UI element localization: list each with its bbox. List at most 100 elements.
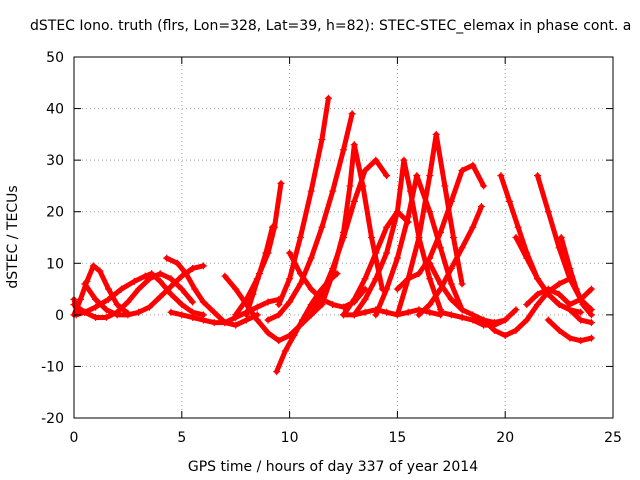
data-point	[296, 234, 304, 241]
data-point	[232, 285, 240, 293]
data-point	[383, 285, 391, 293]
data-point	[437, 228, 445, 236]
data-point	[268, 223, 276, 231]
data-point	[447, 197, 455, 205]
track-band	[351, 157, 444, 318]
data-point	[307, 311, 315, 319]
data-point	[275, 301, 283, 309]
satellite-track	[544, 316, 595, 345]
data-point	[512, 326, 520, 334]
data-point	[577, 337, 585, 345]
data-point	[437, 244, 445, 252]
data-point	[469, 316, 477, 324]
grid	[74, 57, 613, 418]
data-point	[191, 285, 199, 293]
data-point	[286, 249, 294, 257]
data-point	[361, 166, 369, 174]
data-point	[102, 306, 110, 314]
data-point	[290, 331, 298, 339]
data-point	[124, 311, 132, 319]
data-point	[167, 282, 175, 290]
data-point	[477, 203, 485, 211]
data-point	[458, 166, 466, 174]
data-point	[104, 285, 112, 293]
data-point	[340, 146, 347, 154]
data-point	[523, 254, 531, 262]
data-point	[447, 311, 455, 319]
data-point	[458, 313, 466, 321]
y-tick-label: 40	[46, 102, 64, 118]
data-point	[447, 264, 455, 272]
data-point	[426, 259, 434, 267]
data-point	[232, 321, 240, 329]
data-point	[544, 316, 552, 324]
satellite-track	[557, 234, 595, 319]
data-point	[275, 337, 283, 345]
data-point	[404, 308, 412, 316]
satellite-track	[264, 110, 356, 324]
y-tick-label: 10	[46, 256, 64, 272]
data-point	[534, 290, 542, 298]
data-point	[318, 301, 326, 309]
data-point	[340, 303, 347, 311]
data-point	[566, 334, 574, 342]
data-point	[275, 311, 283, 319]
data-point	[189, 264, 197, 272]
data-point	[447, 280, 455, 288]
data-point	[480, 316, 488, 324]
x-tick-label: 20	[496, 430, 514, 446]
data-point	[318, 223, 326, 231]
satellite-track	[167, 295, 283, 327]
data-point	[117, 285, 125, 293]
data-point	[587, 334, 595, 342]
data-point	[329, 301, 337, 309]
x-tick-label: 15	[388, 430, 406, 446]
data-point	[544, 208, 552, 216]
data-point	[497, 172, 505, 180]
data-point	[273, 368, 281, 376]
data-point	[512, 234, 520, 241]
data-point	[199, 262, 207, 270]
data-point	[501, 331, 509, 339]
data-point	[167, 290, 175, 298]
data-point	[242, 311, 250, 319]
data-point	[81, 280, 89, 288]
data-point	[523, 301, 531, 309]
chart-title: dSTEC Iono. truth (flrs, Lon=328, Lat=39…	[30, 18, 631, 34]
data-point	[163, 254, 171, 262]
x-axis-label: GPS time / hours of day 337 of year 2014	[188, 459, 478, 475]
data-point	[501, 316, 509, 324]
data-point	[426, 172, 434, 180]
data-point	[178, 311, 186, 319]
data-point	[415, 311, 423, 319]
data-layer	[70, 94, 595, 376]
x-tick-label: 25	[604, 430, 622, 446]
data-point	[221, 272, 229, 280]
data-point	[135, 285, 143, 293]
data-point	[404, 275, 412, 283]
data-point	[156, 293, 164, 301]
data-point	[76, 295, 84, 303]
data-point	[264, 316, 272, 324]
data-point	[221, 319, 229, 327]
track-band	[71, 271, 196, 320]
data-point	[350, 311, 358, 319]
x-tick-label: 5	[177, 430, 186, 446]
data-point	[329, 187, 337, 195]
track-band	[71, 263, 131, 318]
data-point	[210, 308, 218, 316]
data-point	[96, 267, 104, 275]
data-point	[383, 223, 391, 231]
data-point	[393, 311, 401, 319]
track-band	[82, 263, 206, 318]
data-point	[346, 182, 354, 190]
data-point	[210, 319, 218, 327]
data-point	[124, 298, 132, 306]
data-point	[253, 316, 261, 324]
data-point	[372, 156, 380, 164]
data-point	[156, 277, 164, 285]
data-point	[178, 301, 186, 309]
data-point	[426, 275, 434, 283]
data-point	[372, 249, 380, 257]
data-point	[253, 303, 261, 311]
